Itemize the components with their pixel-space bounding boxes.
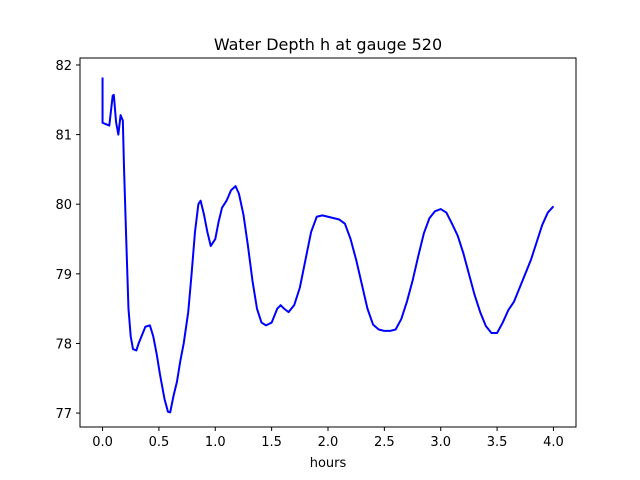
x-tick-label: 1.0: [205, 435, 226, 450]
y-tick-label: 82: [55, 59, 72, 74]
x-tick-label: 2.0: [318, 435, 339, 450]
y-tick-label: 77: [55, 407, 72, 422]
x-axis-label: hours: [310, 456, 347, 471]
x-tick-label: 2.5: [374, 435, 395, 450]
x-axis: 0.0 0.5 1.0 1.5 2.0 2.5 3.0 3.5 4.0: [92, 427, 564, 450]
x-tick-label: 0.0: [92, 435, 113, 450]
plot-area: [101, 77, 555, 414]
y-tick-label: 80: [55, 198, 72, 213]
series-line-0: [101, 77, 555, 414]
x-tick-label: 3.0: [430, 435, 451, 450]
x-tick-label: 4.0: [543, 435, 564, 450]
x-tick-label: 3.5: [487, 435, 508, 450]
y-tick-label: 81: [55, 129, 72, 144]
x-tick-label: 0.5: [149, 435, 170, 450]
y-tick-label: 78: [55, 337, 72, 352]
x-tick-label: 1.5: [261, 435, 282, 450]
y-axis: 77 78 79 80 81 82: [55, 59, 80, 422]
chart-title: Water Depth h at gauge 520: [214, 35, 442, 54]
y-tick-label: 79: [55, 268, 72, 283]
